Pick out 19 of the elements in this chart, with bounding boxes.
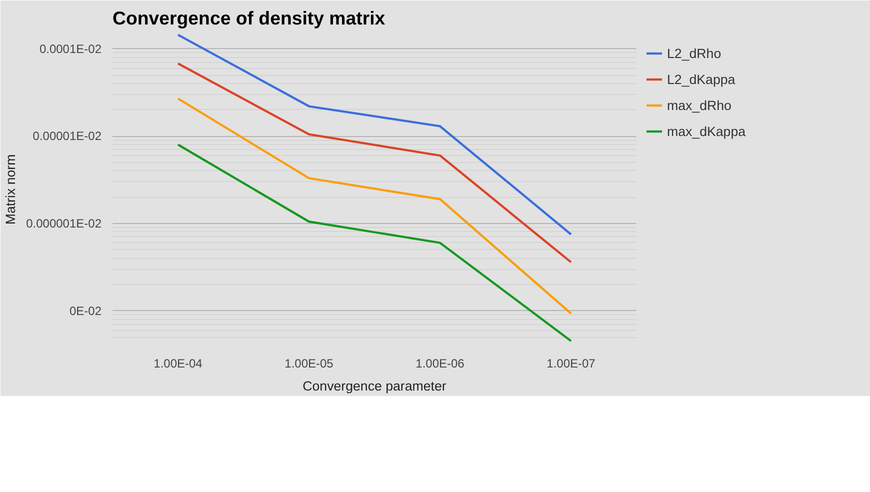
y-tick-label: 0.0001E-02 <box>39 42 102 56</box>
y-tick-label: 0.000001E-02 <box>26 216 102 230</box>
line-series <box>176 144 572 342</box>
line-series <box>176 97 572 315</box>
legend-label: max_dRho <box>667 98 732 112</box>
legend-label: max_dKappa <box>667 124 746 138</box>
legend-label: L2_dRho <box>667 46 722 60</box>
y-axis-title: Matrix norm <box>3 154 18 225</box>
chart-title: Convergence of density matrix <box>112 8 386 28</box>
x-tick-label: 1.00E-06 <box>416 356 465 370</box>
y-tick-label: 0.00001E-02 <box>32 129 102 144</box>
legend-label: L2_dKappa <box>667 72 736 86</box>
line-series <box>176 62 572 264</box>
line-series <box>176 34 572 236</box>
x-tick-label: 1.00E-04 <box>154 356 203 370</box>
y-tick-label: 0E-02 <box>69 304 102 318</box>
x-tick-label: 1.00E-07 <box>546 356 596 370</box>
x-tick-label: 1.00E-05 <box>284 356 334 370</box>
x-axis-title: Convergence parameter <box>302 378 447 394</box>
